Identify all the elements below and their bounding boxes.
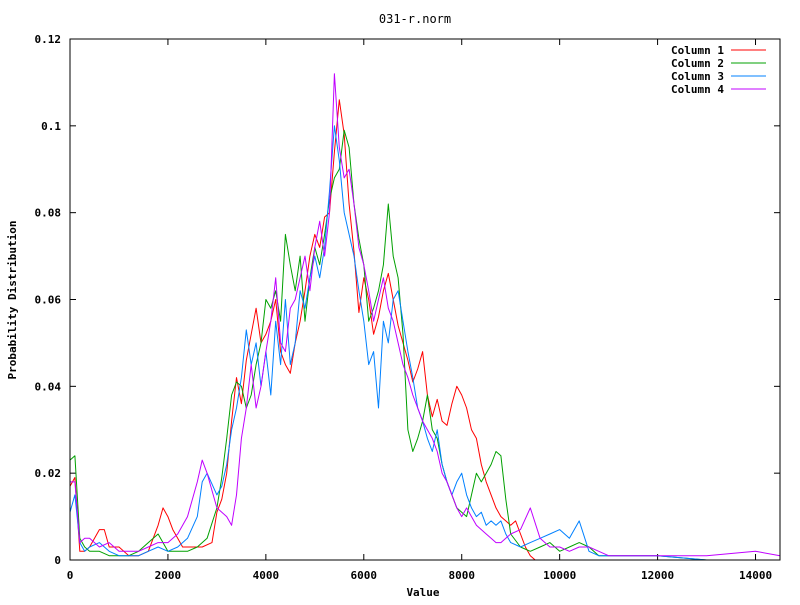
legend-label-column-2: Column 2	[671, 57, 724, 70]
series-line-column-3	[69, 125, 780, 561]
series-lines	[69, 73, 781, 561]
y-tick-label: 0.02	[35, 467, 62, 480]
axis-ticks: 0 2000 4000 6000 8000 10000 12000 14000 0 0.02 0.0…	[35, 33, 780, 582]
series-line-column-2	[69, 129, 780, 561]
x-tick-label: 12000	[641, 569, 674, 582]
x-tick-label: 4000	[253, 569, 280, 582]
x-tick-label: 14000	[739, 569, 772, 582]
y-axis-label: Probability Distribution	[6, 221, 19, 380]
x-tick-label: 0	[67, 569, 74, 582]
legend-label-column-3: Column 3	[671, 70, 724, 83]
x-tick-label: 2000	[155, 569, 182, 582]
legend-label-column-4: Column 4	[671, 83, 724, 96]
y-tick-label: 0.08	[35, 207, 62, 220]
legend-label-column-1: Column 1	[671, 44, 724, 57]
x-tick-label: 10000	[543, 569, 576, 582]
y-tick-label: 0	[54, 554, 61, 567]
series-line-column-4	[70, 73, 781, 557]
x-tick-label: 8000	[448, 569, 475, 582]
chart-title: 031-r.norm	[379, 12, 451, 26]
y-tick-label: 0.04	[35, 380, 62, 393]
x-axis-label: Value	[406, 586, 439, 599]
series-line-column-1	[69, 99, 780, 561]
x-tick-label: 6000	[351, 569, 378, 582]
y-tick-label: 0.1	[41, 120, 61, 133]
y-tick-label: 0.06	[35, 294, 62, 307]
y-tick-label: 0.12	[35, 33, 62, 46]
plot-frame	[69, 38, 781, 561]
